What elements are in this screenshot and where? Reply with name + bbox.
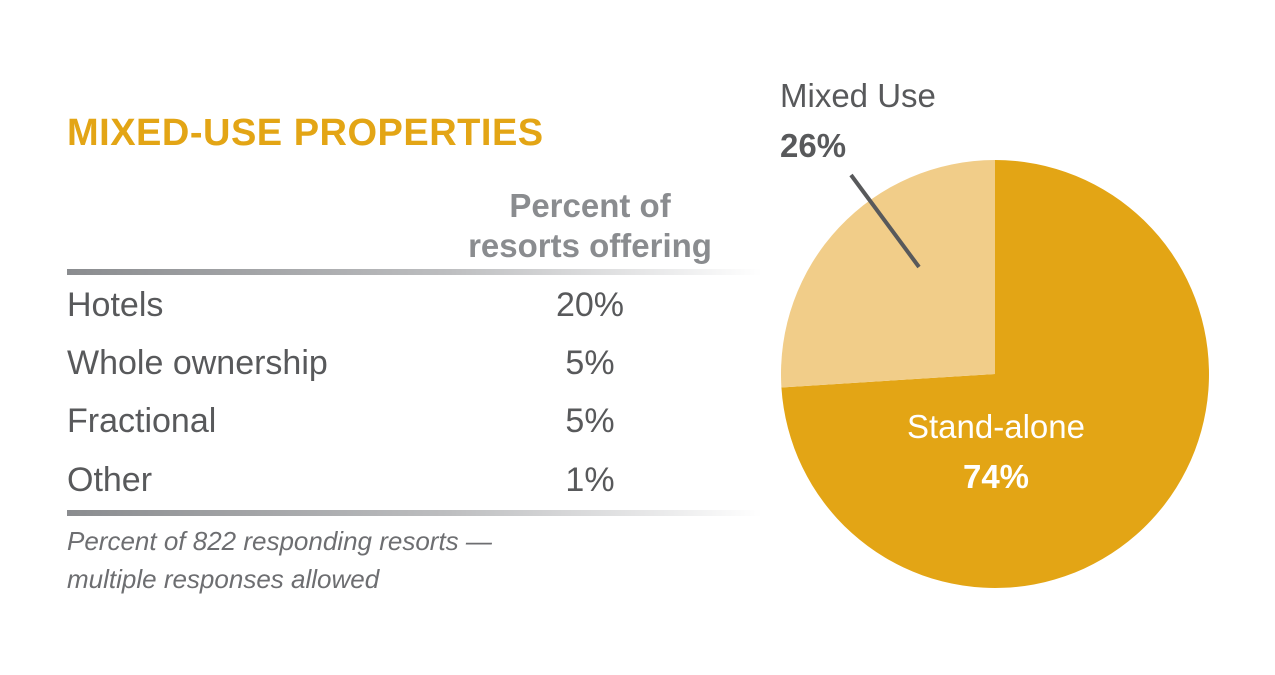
column-header: Percent of resorts offering (440, 186, 740, 266)
footnote-line2: multiple responses allowed (67, 564, 380, 594)
pie-slice-stand-alone (781, 160, 1209, 589)
table-row-hotels: Hotels 20% (67, 280, 687, 330)
row-value: 1% (565, 461, 615, 499)
page-title: MIXED-USE PROPERTIES (67, 112, 544, 154)
row-label: Other (67, 461, 153, 499)
row-value: 5% (565, 402, 615, 440)
footnote-line1: Percent of 822 responding resorts — (67, 526, 492, 556)
pie-value-stand-alone: 74% (962, 458, 1030, 495)
table-row-fractional: Fractional 5% (67, 396, 687, 446)
table-row-other: Other 1% (67, 455, 687, 505)
table-row-whole-ownership: Whole ownership 5% (67, 338, 687, 388)
pie-value-mixed-use: 26% (780, 127, 847, 164)
pie-label-stand-alone: Stand-alone (907, 408, 1085, 445)
row-label: Hotels (67, 286, 164, 324)
pie-slice-mixed-use (780, 160, 995, 388)
row-value: 5% (565, 344, 615, 382)
table-bottom-rule (67, 510, 762, 516)
footnote: Percent of 822 responding resorts — mult… (67, 522, 492, 598)
row-label: Fractional (67, 402, 217, 440)
table-top-rule (67, 269, 762, 275)
mixed-use-leader-line (849, 173, 921, 269)
column-header-line2: resorts offering (468, 227, 712, 264)
row-label: Whole ownership (67, 344, 328, 382)
row-value: 20% (555, 286, 625, 324)
column-header-line1: Percent of (509, 187, 671, 224)
pie-label-mixed-use: Mixed Use (780, 77, 936, 114)
